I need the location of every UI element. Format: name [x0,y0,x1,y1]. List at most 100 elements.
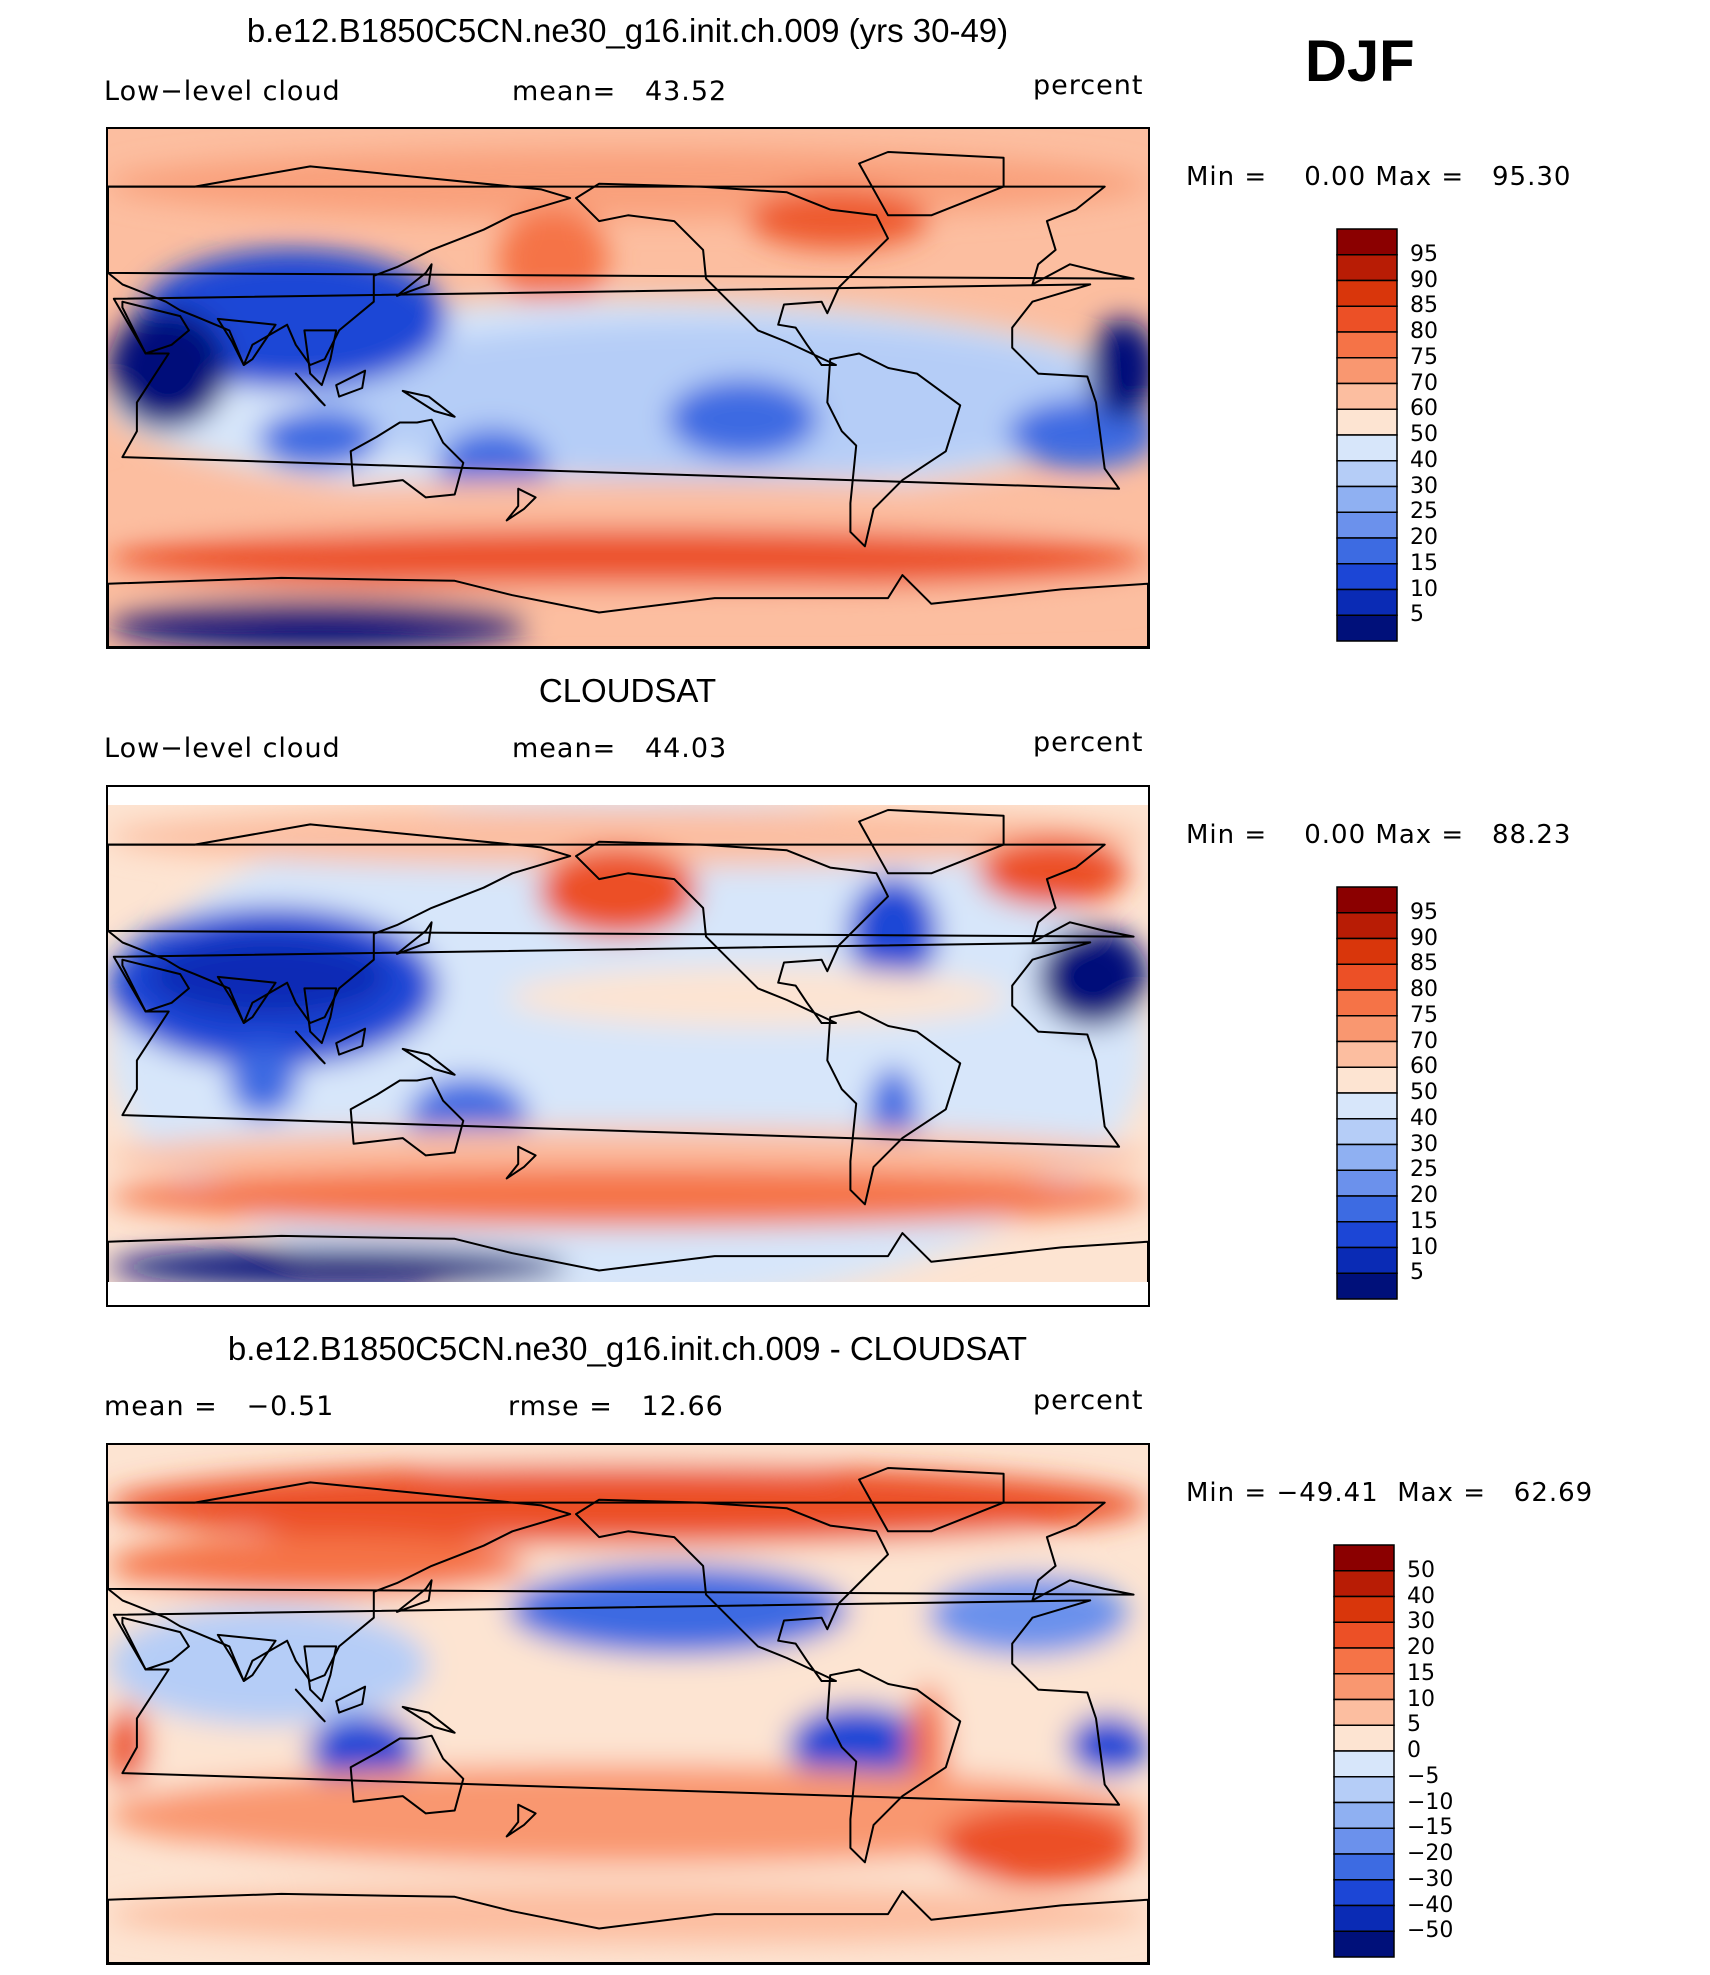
map-field [108,129,1148,647]
panel-3-units-label: percent [1033,1385,1144,1416]
field-contour [938,1805,1138,1885]
field-contour [258,409,378,469]
coastline [858,1467,1005,1533]
coastline [216,317,277,366]
panel-2-colorbar: 95 90 85 80 75 70 60 50 40 30 25 20 15 10 5 [1336,886,1438,1300]
panel-2-units-label: percent [1033,727,1144,758]
coastline [335,1027,367,1056]
colorbar-tick-label: 10 [1410,576,1438,602]
coastline [294,1030,326,1065]
coastline [505,1145,537,1180]
colorbar-tick-label: 95 [1410,241,1438,267]
field-contour [668,379,818,459]
field-contour [498,209,608,309]
coastline [108,1481,572,1682]
panel-3-map [106,1443,1150,1965]
panel-2-mean-label: mean= 44.03 [512,733,728,764]
coastline [108,1232,1148,1305]
colorbar-swatch [1333,1930,1395,1958]
colorbar-swatch [1333,1827,1395,1855]
colorbar-tick-label: 60 [1410,1054,1438,1080]
colorbar-tick-label: 75 [1410,1002,1438,1028]
coastline [349,1076,465,1157]
coastline [401,389,456,418]
colorbar-swatch [1336,912,1398,940]
colorbar-swatch [1333,1621,1395,1649]
colorbar-tick-label: 85 [1410,951,1438,977]
field-contour [788,1705,928,1785]
coastline [303,329,338,387]
field-contour [108,1167,1148,1227]
field-contour [1068,1715,1148,1775]
colorbar-tick-label: 30 [1410,1131,1438,1157]
colorbar-swatch [1336,1143,1398,1171]
colorbar-tick-label: 80 [1410,977,1438,1002]
coastline [303,1645,338,1703]
coastline [395,1579,433,1613]
colorbar-swatch [1333,1647,1395,1675]
colorbar-swatch [1336,1092,1398,1120]
colorbar-tick-label: 60 [1410,396,1438,422]
field-contour [538,847,698,937]
colorbar-swatch [1333,1879,1395,1907]
colorbar-swatch [1333,1904,1395,1932]
coastline [335,1685,367,1714]
colorbar-swatch [1336,382,1398,410]
colorbar-tick-label: −30 [1407,1866,1454,1892]
coastline [112,283,1121,490]
colorbar-swatches [1336,228,1398,642]
colorbar-swatch [1336,279,1398,307]
field-contour [308,1715,418,1785]
colorbar-swatch [1336,1015,1398,1043]
colorbar-tick-label: 70 [1410,1028,1438,1054]
colorbar-tick-label: −15 [1407,1815,1454,1841]
colorbar-tick-label: 15 [1407,1660,1435,1686]
coastline [303,987,338,1045]
coastline [505,1803,537,1838]
colorbar-swatch [1336,408,1398,436]
field-contour [978,837,1128,907]
coastline [826,1668,962,1864]
field-contour [748,189,928,249]
colorbar-tick-label: 50 [1410,422,1438,447]
colorbar-swatch [1336,886,1398,914]
colorbar-tick-label: 70 [1410,370,1438,396]
coastline [108,843,1135,944]
colorbar-tick-label: 5 [1410,1260,1424,1286]
colorbar-swatch [1336,228,1398,256]
colorbar-swatch [1336,511,1398,539]
colorbar-tick-label: 80 [1410,319,1438,344]
colorbar-tick-label: 40 [1407,1583,1435,1609]
colorbar-tick-label: 10 [1407,1686,1435,1712]
colorbar-tick-label: 5 [1410,602,1424,628]
colorbar-tick-label: −20 [1407,1841,1454,1866]
coastline [858,809,1005,875]
colorbar-swatch [1336,537,1398,565]
panel-1-colorbar: 95 90 85 80 75 70 60 50 40 30 25 20 15 10 5 [1336,228,1438,642]
colorbar-swatch [1333,1776,1395,1804]
field-contour [108,807,1148,867]
colorbar-tick-label: 10 [1410,1234,1438,1260]
colorbar-swatch [1336,460,1398,488]
colorbar-swatch [1333,1673,1395,1701]
colorbar-swatch [1336,989,1398,1017]
coastline [395,921,433,955]
missing-data-band [108,787,1148,805]
panel-1-min-max: Min = 0.00 Max = 95.30 [1186,162,1572,192]
panel-2-variable-label: Low−level cloud [104,733,341,764]
coastline [112,941,1121,1148]
colorbar-swatch [1336,1272,1398,1300]
field-contour [108,1705,148,1785]
colorbar-tick-label: 25 [1410,499,1438,525]
colorbar-swatch [1336,1066,1398,1094]
panel-3-min-max: Min = −49.41 Max = 62.69 [1186,1478,1594,1508]
colorbar-tick-label: −5 [1407,1763,1440,1789]
field-contour [108,529,1148,589]
coastline [121,300,190,355]
panel-2-title: CLOUDSAT [538,672,717,709]
panel-1-variable-label: Low−level cloud [104,76,341,107]
colorbar-swatch [1336,1169,1398,1197]
colorbar-swatch [1336,563,1398,591]
coastline [216,975,277,1024]
field-contour [108,1465,1148,1545]
